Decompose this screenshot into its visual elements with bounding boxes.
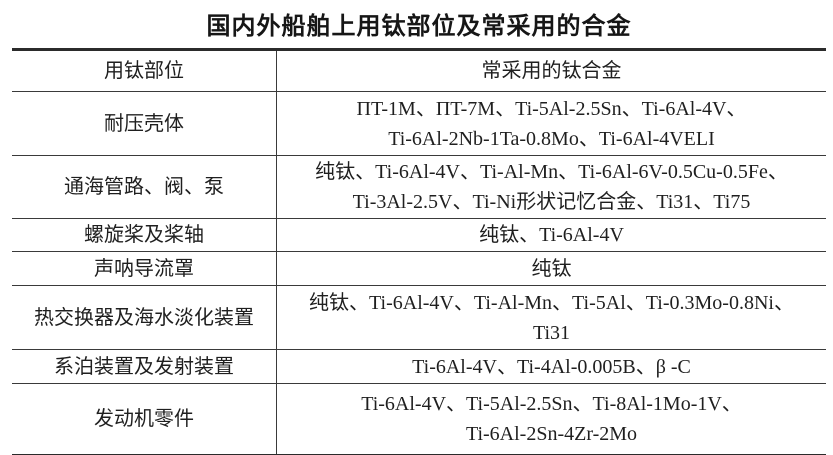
table-row: 热交换器及海水淡化装置 纯钛、Ti-6Al-4V、Ti-Al-Mn、Ti-5Al… <box>12 286 826 350</box>
titanium-alloys-table: 用钛部位 常采用的钛合金 耐压壳体 ΠT-1M、ΠT-7M、Ti-5Al-2.5… <box>12 48 826 455</box>
alloys-cell: Ti-6Al-4V、Ti-5Al-2.5Sn、Ti-8Al-1Mo-1V、 Ti… <box>361 393 742 445</box>
alloys-cell: ΠT-1M、ΠT-7M、Ti-5Al-2.5Sn、Ti-6Al-4V、 Ti-6… <box>356 97 747 150</box>
part-cell: 热交换器及海水淡化装置 <box>12 286 277 349</box>
alloys-cell: 纯钛、Ti-6Al-4V、Ti-Al-Mn、Ti-5Al、Ti-0.3Mo-0.… <box>309 291 794 344</box>
table-row: 通海管路、阀、泵 纯钛、Ti-6Al-4V、Ti-Al-Mn、Ti-6Al-6V… <box>12 156 826 219</box>
alloys-cell: 纯钛、Ti-6Al-4V <box>479 224 624 246</box>
table-row: 耐压壳体 ΠT-1M、ΠT-7M、Ti-5Al-2.5Sn、Ti-6Al-4V、… <box>12 92 826 156</box>
alloys-cell: 纯钛、Ti-6Al-4V、Ti-Al-Mn、Ti-6Al-6V-0.5Cu-0.… <box>315 161 788 213</box>
table-row: 螺旋桨及桨轴 纯钛、Ti-6Al-4V <box>12 219 826 252</box>
alloys-cell: Ti-6Al-4V、Ti-4Al-0.005B、β -C <box>412 355 691 378</box>
alloys-cell: 纯钛 <box>531 257 572 280</box>
part-cell: 系泊装置及发射装置 <box>12 350 277 383</box>
part-cell: 耐压壳体 <box>12 92 277 155</box>
table-row: 系泊装置及发射装置 Ti-6Al-4V、Ti-4Al-0.005B、β -C <box>12 350 826 384</box>
table-row: 声呐导流罩 纯钛 <box>12 252 826 286</box>
header-cell-part: 用钛部位 <box>12 51 277 91</box>
table-row: 发动机零件 Ti-6Al-4V、Ti-5Al-2.5Sn、Ti-8Al-1Mo-… <box>12 384 826 454</box>
part-cell: 发动机零件 <box>12 384 277 454</box>
table-header-row: 用钛部位 常采用的钛合金 <box>12 51 826 92</box>
header-cell-alloys: 常采用的钛合金 <box>481 60 622 82</box>
part-cell: 螺旋桨及桨轴 <box>12 219 277 251</box>
part-cell: 声呐导流罩 <box>12 252 277 285</box>
part-cell: 通海管路、阀、泵 <box>12 156 277 218</box>
page-title: 国内外船舶上用钛部位及常采用的合金 <box>206 13 632 40</box>
